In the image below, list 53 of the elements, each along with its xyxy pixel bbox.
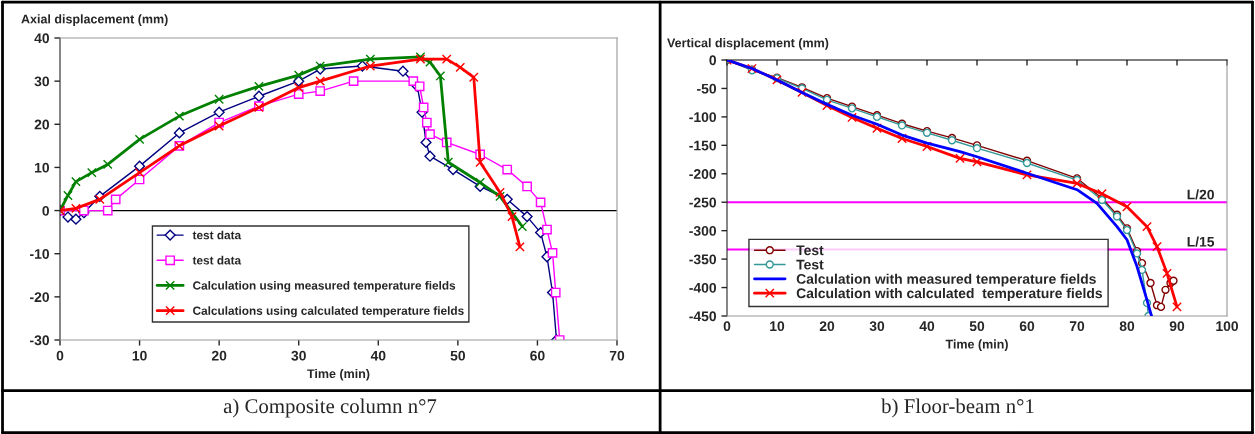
legend-label: Test xyxy=(796,245,824,256)
ref-line-label: L/20 xyxy=(1187,189,1214,200)
legend-label: Calculation with measured temperature fields xyxy=(796,273,1096,287)
x-axis-title: Time (min) xyxy=(307,368,370,381)
legend-label: Calculation using measured temperature fields xyxy=(193,281,456,293)
y-tick-label: -250 xyxy=(689,197,717,208)
text: a) Composite column n°7 xyxy=(223,398,437,418)
y-tick-label: -300 xyxy=(689,226,717,236)
x-tick-label: 70 xyxy=(1069,321,1085,332)
y-tick-label: -350 xyxy=(689,254,717,265)
x-tick-label: 0 xyxy=(723,321,731,332)
x-tick-label: 30 xyxy=(869,321,885,332)
y-tick-label: -450 xyxy=(689,311,717,322)
x-tick-label: 60 xyxy=(530,350,545,361)
x-tick-label: 50 xyxy=(450,350,466,361)
x-tick-label: 60 xyxy=(1019,321,1035,332)
legend-label: Calculation with calculated temperature fields xyxy=(796,287,1102,301)
y-axis-title: Vertical displacement (mm) xyxy=(667,38,829,50)
y-tick-label: 0 xyxy=(42,205,50,216)
legend-label: test data xyxy=(192,230,242,240)
x-tick-label: 30 xyxy=(291,350,306,361)
y-tick-label: 40 xyxy=(34,33,50,44)
y-tick-label: -100 xyxy=(689,112,717,123)
ref-line-label: L/15 xyxy=(1187,236,1215,247)
x-tick-label: 0 xyxy=(56,350,64,361)
x-tick-label: 40 xyxy=(919,321,935,332)
y-tick-label: -50 xyxy=(697,83,717,94)
y-tick-label: 10 xyxy=(35,162,50,173)
x-tick-label: 80 xyxy=(1119,321,1135,332)
text: b) Floor-beam n°1 xyxy=(881,398,1034,418)
y-tick-label: 0 xyxy=(709,55,717,66)
y-axis-title: Axial displacement (mm) xyxy=(21,14,168,26)
y-tick-label: -400 xyxy=(689,282,717,293)
x-axis-title: Time (min) xyxy=(945,339,1008,352)
y-tick-label: -200 xyxy=(689,169,717,179)
x-tick-label: 10 xyxy=(770,321,785,332)
y-tick-label: -30 xyxy=(30,335,50,346)
y-tick-label: -10 xyxy=(30,249,50,259)
x-tick-label: 20 xyxy=(819,321,835,332)
y-tick-label: -150 xyxy=(689,140,717,151)
x-tick-label: 10 xyxy=(132,350,147,361)
y-tick-label: -20 xyxy=(30,292,50,303)
x-tick-label: 50 xyxy=(969,321,985,332)
legend-label: test data xyxy=(192,255,242,265)
x-tick-label: 100 xyxy=(1216,321,1239,332)
x-tick-label: 20 xyxy=(211,350,227,361)
legend-label: Test xyxy=(796,259,824,270)
x-tick-label: 40 xyxy=(370,350,386,361)
y-tick-label: 20 xyxy=(34,119,50,130)
y-tick-label: 30 xyxy=(34,76,50,87)
legend-label: Calculations using calculated temperature fields xyxy=(193,306,464,318)
x-tick-label: 90 xyxy=(1169,321,1185,332)
x-tick-label: 70 xyxy=(609,350,625,361)
